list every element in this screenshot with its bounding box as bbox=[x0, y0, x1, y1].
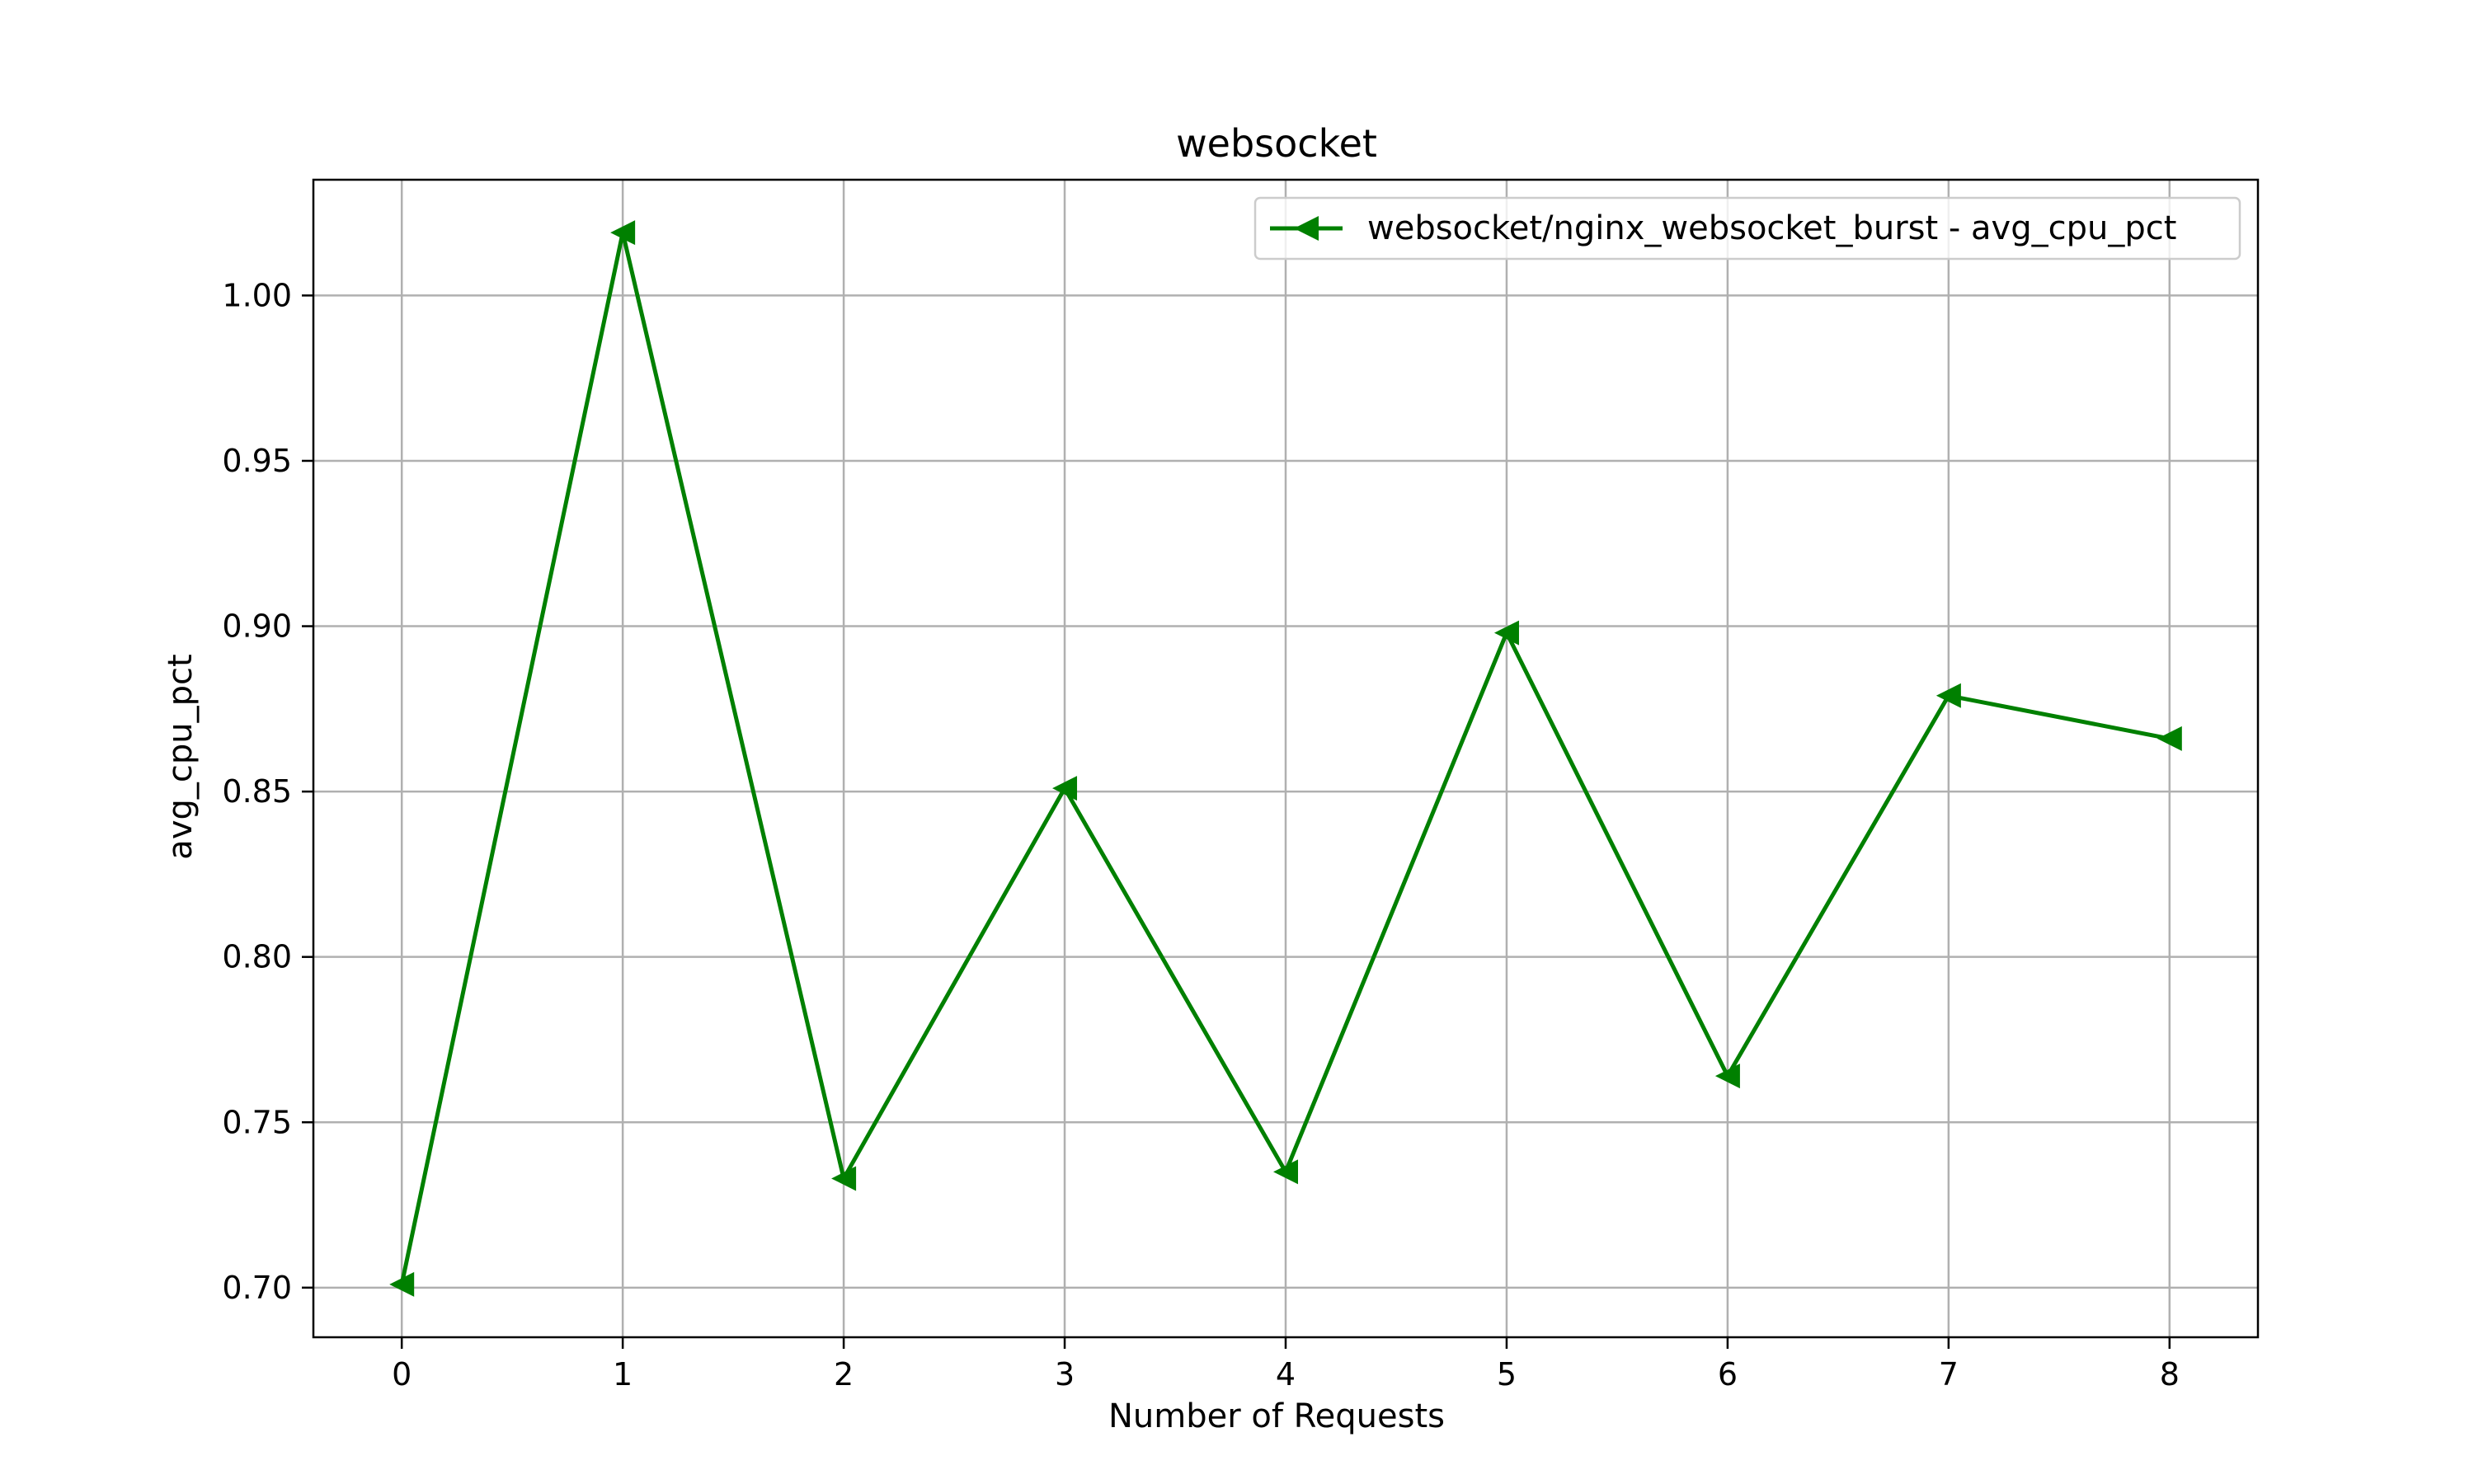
y-tick-label: 0.85 bbox=[222, 773, 292, 810]
y-tick-label: 1.00 bbox=[222, 277, 292, 313]
y-tick-label: 0.75 bbox=[222, 1104, 292, 1140]
x-axis-label: Number of Requests bbox=[1108, 1397, 1445, 1435]
x-tick-label: 6 bbox=[1718, 1356, 1738, 1392]
data-point-marker bbox=[1493, 620, 1519, 646]
data-point-marker bbox=[1714, 1064, 1740, 1089]
legend-marker bbox=[1294, 216, 1319, 241]
x-tick-label: 2 bbox=[834, 1356, 854, 1392]
data-point-marker bbox=[1273, 1159, 1298, 1185]
y-tick-label: 0.70 bbox=[222, 1270, 292, 1306]
x-tick-label: 1 bbox=[613, 1356, 633, 1392]
data-point-marker bbox=[610, 220, 636, 246]
x-tick-label: 0 bbox=[392, 1356, 412, 1392]
x-tick-label: 3 bbox=[1055, 1356, 1075, 1392]
legend-box bbox=[1253, 196, 2241, 261]
data-point-marker bbox=[1052, 776, 1078, 801]
x-tick-label: 8 bbox=[2160, 1356, 2180, 1392]
data-point-marker bbox=[2157, 726, 2182, 751]
x-tick-label: 4 bbox=[1276, 1356, 1296, 1392]
y-axis-label: avg_cpu_pct bbox=[162, 654, 200, 859]
data-point-marker bbox=[1935, 683, 1961, 708]
data-point-marker bbox=[389, 1271, 415, 1297]
data-point-marker bbox=[831, 1166, 857, 1191]
y-tick-label: 0.80 bbox=[222, 939, 292, 975]
ticks: 0 1 2 3 4 5 6 7 8 0.70 0.75 0.80 0.85 0.90 0.95 1.00 bbox=[222, 277, 2180, 1392]
legend: websocket/nginx_websocket_burst - avg_cp… bbox=[1253, 196, 2241, 261]
y-tick-label: 0.90 bbox=[222, 608, 292, 645]
y-tick-label: 0.95 bbox=[222, 443, 292, 479]
legend-entry-label: websocket/nginx_websocket_burst - avg_cp… bbox=[1367, 209, 2176, 247]
series-layer bbox=[389, 220, 2182, 1297]
chart-title: websocket bbox=[1176, 121, 1377, 166]
x-tick-label: 7 bbox=[1939, 1356, 1959, 1392]
grid bbox=[313, 180, 2258, 1337]
x-tick-label: 5 bbox=[1497, 1356, 1517, 1392]
